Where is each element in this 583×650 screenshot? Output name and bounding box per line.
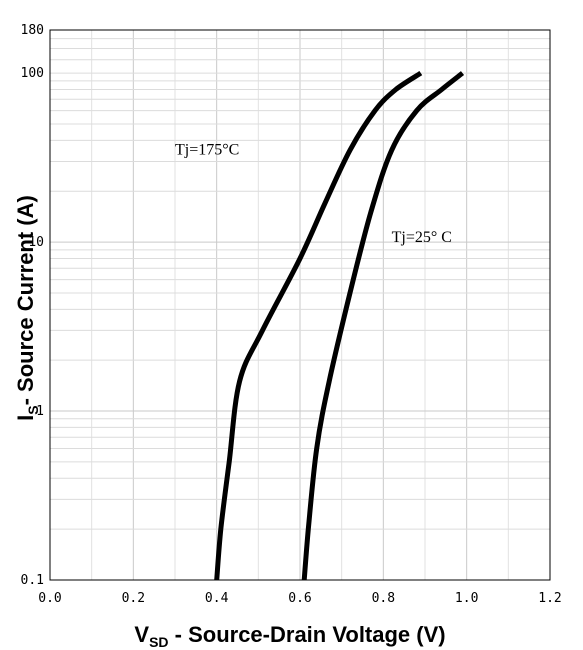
x-tick-label: 1.0 [455,591,478,606]
curves [214,71,465,581]
grid [50,30,550,580]
plot-frame [49,29,551,581]
y-tick-label: 0.1 [21,573,44,588]
x-tick-label: 0.8 [372,591,395,606]
x-tick-label: 0.2 [122,591,145,606]
annotations: Tj=175°C Tj=25° C [175,141,452,246]
y-tick-label: 1 [36,404,44,419]
annotation-label: Tj=175°C [175,141,239,158]
x-tick-label: 0.6 [288,591,311,606]
y-tick-label: 10 [28,235,44,250]
x-tick-label: 0.0 [38,591,61,606]
x-tick-label: 0.4 [205,591,229,606]
series-line-tj-25c [301,71,465,581]
x-tick-label: 1.2 [538,591,561,606]
tick-labels: 0.0 0.2 0.4 0.6 0.8 1.0 1.2 0.1 1 10 100 180 [21,23,562,606]
y-tick-label: 100 [21,66,44,81]
y-tick-label: 180 [21,23,44,38]
y-axis-title: IS- Source Current (A) [13,195,41,421]
x-axis-title: VSD - Source-Drain Voltage (V) [134,622,445,650]
annotation-label: Tj=25° C [392,229,452,246]
series-line-tj-175c [214,71,423,581]
